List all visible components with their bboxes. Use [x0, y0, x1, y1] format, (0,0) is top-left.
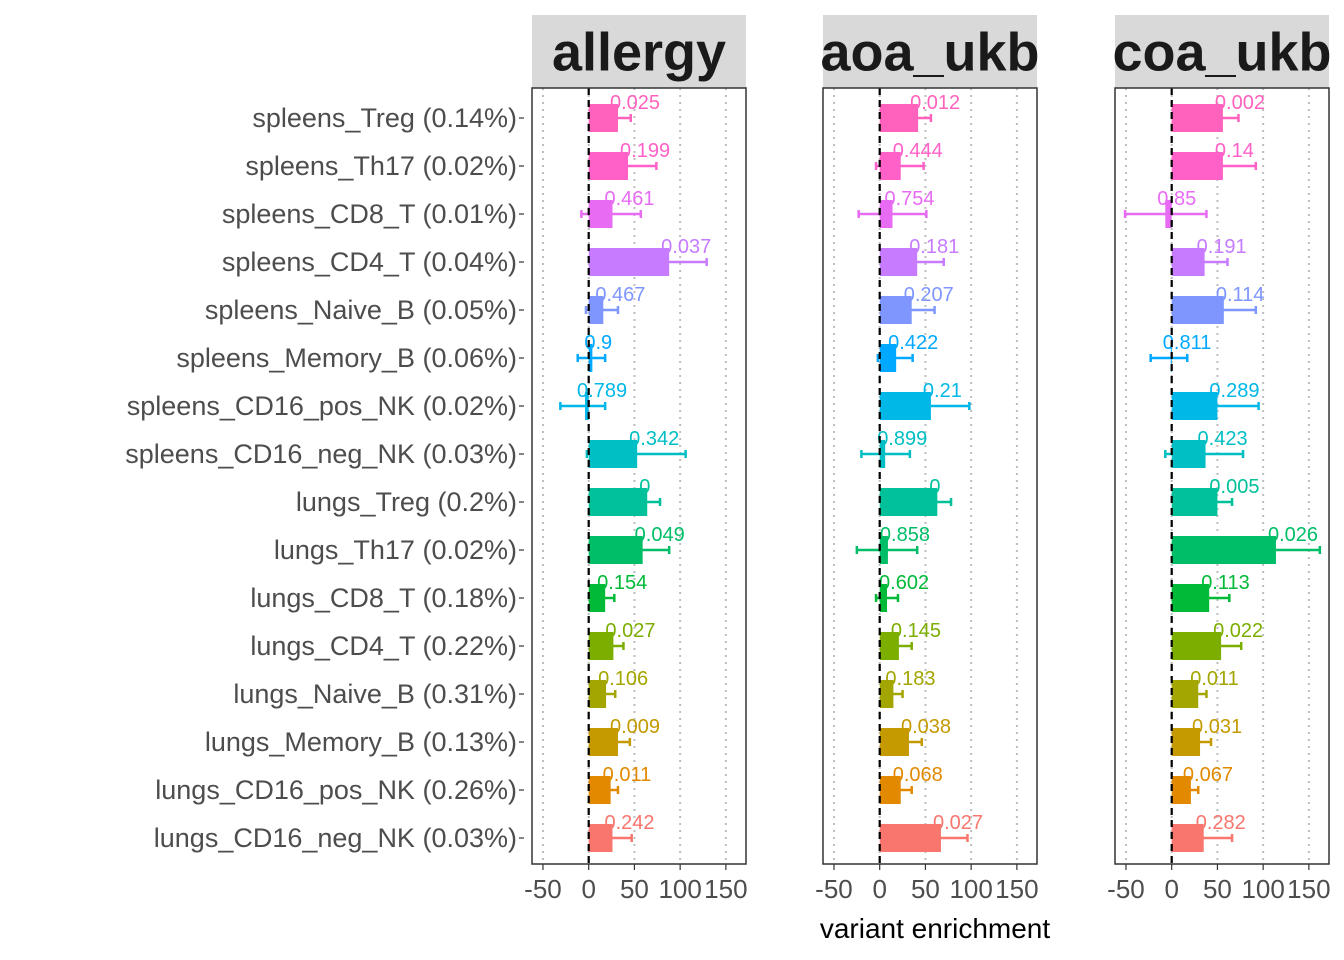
p-value-label: 0.012: [910, 92, 960, 114]
y-tick-label: spleens_Treg (0.14%): [252, 103, 517, 133]
p-value-label: 0.114: [1216, 284, 1265, 306]
y-tick-label: spleens_CD16_neg_NK (0.03%): [125, 439, 517, 469]
p-value-label: 0.14: [1215, 140, 1254, 162]
bar: [588, 776, 611, 804]
p-value-label: 0.027: [605, 620, 655, 642]
y-tick-label: lungs_Th17 (0.02%): [274, 535, 517, 565]
p-value-label: 0.85: [1157, 188, 1196, 210]
p-value-label: 0.423: [1198, 428, 1248, 450]
p-value-label: 0.342: [629, 428, 679, 450]
facet-panel-coa_ukb: coa_ukb 0.002 0.14 0.85 0.191 0.114 0.811 0.289…: [1107, 15, 1332, 904]
y-tick-label: spleens_Naive_B (0.05%): [205, 295, 517, 325]
p-value-label: 0.754: [885, 188, 935, 210]
facet-strip: [823, 15, 1037, 88]
facet-strip-title: coa_ukb: [1112, 23, 1331, 83]
x-tick-label: 150: [1287, 874, 1330, 904]
facet-strip-title: aoa_ukb: [820, 23, 1039, 83]
x-tick-label: 0: [1164, 874, 1178, 904]
y-tick-label: spleens_CD16_pos_NK (0.02%): [127, 391, 517, 421]
x-tick-label: 150: [995, 874, 1038, 904]
y-tick-label: lungs_CD16_pos_NK (0.26%): [155, 775, 517, 805]
x-tick-label: 100: [658, 874, 701, 904]
x-tick-label: 150: [704, 874, 747, 904]
p-value-label: 0.282: [1196, 812, 1246, 834]
p-value-label: 0.183: [885, 668, 935, 690]
panel-border: [1114, 87, 1330, 865]
x-tick-label: 0: [872, 874, 886, 904]
p-value-label: 0.009: [610, 716, 660, 738]
p-value-label: 0.022: [1213, 620, 1263, 642]
p-value-label: 0: [639, 476, 650, 498]
facet-strip-title: allergy: [552, 23, 726, 83]
p-value-label: 0.181: [909, 236, 959, 258]
p-value-label: 0.789: [577, 380, 627, 402]
panel-border: [531, 87, 747, 865]
axis-title-layer: variant enrichment: [820, 913, 1051, 944]
p-value-label: 0.444: [893, 140, 943, 162]
p-value-label: 0.026: [1268, 524, 1318, 546]
p-value-label: 0.289: [1209, 380, 1259, 402]
p-value-label: 0.154: [597, 572, 647, 594]
p-value-label: 0: [929, 476, 940, 498]
p-value-label: 0.242: [604, 812, 654, 834]
p-value-label: 0.145: [891, 620, 941, 642]
y-tick-label: lungs_Memory_B (0.13%): [205, 727, 517, 757]
p-value-label: 0.461: [604, 188, 654, 210]
p-value-label: 0.602: [879, 572, 929, 594]
p-value-label: 0.113: [1201, 572, 1250, 594]
y-tick-label: lungs_CD16_neg_NK (0.03%): [154, 823, 517, 853]
x-tick-label: 100: [949, 874, 992, 904]
y-tick-label: spleens_Memory_B (0.06%): [176, 343, 517, 373]
x-tick-label: -50: [524, 874, 562, 904]
p-value-label: 0.207: [904, 284, 954, 306]
p-value-label: 0.467: [595, 284, 645, 306]
y-tick-label: lungs_Naive_B (0.31%): [233, 679, 517, 709]
p-value-label: 0.21: [923, 380, 962, 402]
facet-strip: [1115, 15, 1329, 88]
bar: [1171, 776, 1191, 804]
p-value-label: 0.005: [1209, 476, 1259, 498]
y-axis-labels: spleens_Treg (0.14%) spleens_Th17 (0.02%)…: [125, 103, 524, 853]
p-value-label: 0.422: [888, 332, 938, 354]
p-value-label: 0.011: [1190, 668, 1239, 690]
y-tick-label: spleens_CD4_T (0.04%): [222, 247, 517, 277]
p-value-label: 0.038: [901, 716, 951, 738]
p-value-label: 0.899: [877, 428, 927, 450]
p-value-label: 0.9: [584, 332, 612, 354]
panel-border: [822, 87, 1038, 865]
x-tick-label: 50: [911, 874, 940, 904]
y-tick-label: lungs_CD4_T (0.22%): [250, 631, 517, 661]
x-tick-label: 0: [581, 874, 595, 904]
p-value-label: 0.068: [893, 764, 943, 786]
p-value-label: 0.025: [610, 92, 660, 114]
p-value-label: 0.067: [1183, 764, 1233, 786]
p-value-label: 0.031: [1192, 716, 1242, 738]
p-value-label: 0.037: [661, 236, 711, 258]
p-value-label: 0.199: [620, 140, 670, 162]
p-value-label: 0.049: [635, 524, 685, 546]
y-tick-label: lungs_CD8_T (0.18%): [250, 583, 517, 613]
p-value-label: 0.002: [1215, 92, 1265, 114]
x-tick-label: -50: [815, 874, 853, 904]
p-value-label: 0.858: [880, 524, 930, 546]
x-tick-label: -50: [1107, 874, 1145, 904]
p-value-label: 0.011: [603, 764, 652, 786]
x-tick-label: 100: [1241, 874, 1284, 904]
p-value-label: 0.027: [933, 812, 983, 834]
p-value-label: 0.811: [1163, 332, 1212, 354]
facet-strip: [532, 15, 746, 88]
x-tick-label: 50: [1203, 874, 1232, 904]
x-axis-title: variant enrichment: [820, 913, 1051, 944]
facet-panel-aoa_ukb: aoa_ukb 0.012 0.444 0.754 0.181 0.207 0.422 0.2…: [815, 15, 1040, 904]
y-tick-label: spleens_CD8_T (0.01%): [222, 199, 517, 229]
y-tick-label: spleens_Th17 (0.02%): [245, 151, 517, 181]
y-tick-label: lungs_Treg (0.2%): [296, 487, 517, 517]
x-tick-label: 50: [620, 874, 649, 904]
p-value-label: 0.191: [1197, 236, 1247, 258]
facet-panel-allergy: allergy 0.025 0.199 0.461 0.037 0.467 0.9 0.789…: [524, 15, 748, 904]
p-value-label: 0.106: [598, 668, 648, 690]
